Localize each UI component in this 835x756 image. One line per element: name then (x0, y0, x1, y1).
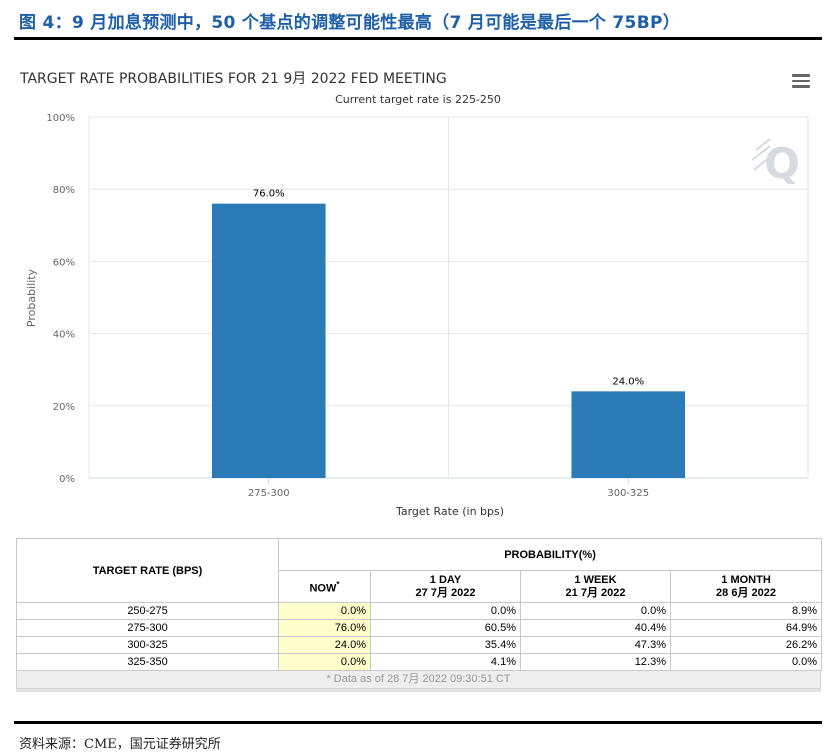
cell-rate: 250-275 (16, 602, 279, 620)
header-now-sup: * (336, 579, 340, 589)
table-row: 250-275 0.0% 0.0% 0.0% 8.9% (16, 602, 823, 620)
y-tick-label: 0% (59, 474, 75, 485)
source-note: 资料来源：CME，国元证券研究所 (19, 737, 221, 752)
cell-now: 24.0% (278, 636, 371, 654)
bottom-rule (14, 721, 822, 724)
cell-1day: 60.5% (370, 619, 521, 637)
probability-table-wrapper: TARGET RATE (BPS) PROBABILITY(%) NOW* 1 … (16, 538, 823, 692)
header-1month: 1 MONTH 28 6月 2022 (669, 570, 823, 603)
y-tick-label: 60% (53, 257, 75, 268)
header-1week: 1 WEEK 21 7月 2022 (520, 570, 671, 603)
chart-title: TARGET RATE PROBABILITIES FOR 21 9月 2022… (20, 71, 447, 87)
cell-1week: 40.4% (520, 619, 671, 637)
header-1week-label: 1 WEEK (574, 573, 617, 586)
cell-rate: 325-350 (16, 653, 279, 671)
header-1day: 1 DAY 27 7月 2022 (370, 570, 521, 603)
cell-rate: 275-300 (16, 619, 279, 637)
watermark-q-logo: Q (751, 138, 800, 188)
header-now: NOW* (278, 570, 371, 603)
cell-1day: 4.1% (370, 653, 521, 671)
top-rule (14, 37, 822, 40)
y-axis-label: Probability (25, 268, 38, 327)
hamburger-menu-icon[interactable] (792, 74, 810, 88)
header-1day-label: 1 DAY (429, 573, 462, 586)
cell-now: 76.0% (278, 619, 371, 637)
header-now-label: NOW (309, 582, 337, 595)
cell-1month: 26.2% (670, 636, 823, 654)
bar-layer: 76.0% 275-300 24.0% 300-325 (211, 189, 686, 499)
cell-1month: 8.9% (670, 602, 823, 620)
chart-panel: 0% 20% 40% 60% 80% 100% Q 76.0% 275-300 24.0% 30… (14, 60, 822, 530)
x-tick-label: 275-300 (248, 488, 290, 499)
bar-value-label: 76.0% (253, 189, 285, 200)
x-axis-label: Target Rate (in bps) (395, 505, 504, 518)
table-footnote: * Data as of 28 7月 2022 09:30:51 CT (16, 671, 821, 689)
cell-1day: 35.4% (370, 636, 521, 654)
header-1day-date: 27 7月 2022 (415, 586, 476, 599)
cell-1day: 0.0% (370, 602, 521, 620)
header-probability: PROBABILITY(%) (277, 538, 823, 571)
table-row: 325-350 0.0% 4.1% 12.3% 0.0% (16, 653, 823, 671)
y-tick-label: 40% (53, 330, 75, 341)
grid-layer: 0% 20% 40% 60% 80% 100% (46, 113, 809, 485)
bar-value-label: 24.0% (612, 376, 644, 387)
cell-1week: 47.3% (520, 636, 671, 654)
header-1week-date: 21 7月 2022 (565, 586, 626, 599)
bar-chart: 0% 20% 40% 60% 80% 100% Q 76.0% 275-300 24.0% 30… (25, 113, 809, 518)
bar[interactable] (571, 391, 686, 478)
cell-now: 0.0% (278, 602, 371, 620)
probability-table: TARGET RATE (BPS) PROBABILITY(%) NOW* 1 … (16, 538, 823, 671)
table-row: 300-325 24.0% 35.4% 47.3% 26.2% (16, 636, 823, 654)
table-bottom-band (16, 689, 821, 692)
cell-now: 0.0% (278, 653, 371, 671)
cell-1month: 64.9% (670, 619, 823, 637)
cell-rate: 300-325 (16, 636, 279, 654)
x-tick-label: 300-325 (607, 488, 649, 499)
y-tick-label: 20% (53, 402, 75, 413)
table-row: 275-300 76.0% 60.5% 40.4% 64.9% (16, 619, 823, 637)
cell-1week: 12.3% (520, 653, 671, 671)
y-tick-label: 100% (46, 113, 75, 124)
chart-subtitle: Current target rate is 225-250 (335, 93, 501, 106)
y-tick-label: 80% (53, 185, 75, 196)
figure-title: 图 4：9 月加息预测中，50 个基点的调整可能性最高（7 月可能是最后一个 7… (19, 13, 681, 33)
bar[interactable] (211, 203, 326, 478)
header-target-rate: TARGET RATE (BPS) (16, 538, 279, 603)
header-1month-label: 1 MONTH (721, 573, 771, 586)
header-1month-date: 28 6月 2022 (716, 586, 776, 599)
cell-1month: 0.0% (670, 653, 823, 671)
cell-1week: 0.0% (520, 602, 671, 620)
